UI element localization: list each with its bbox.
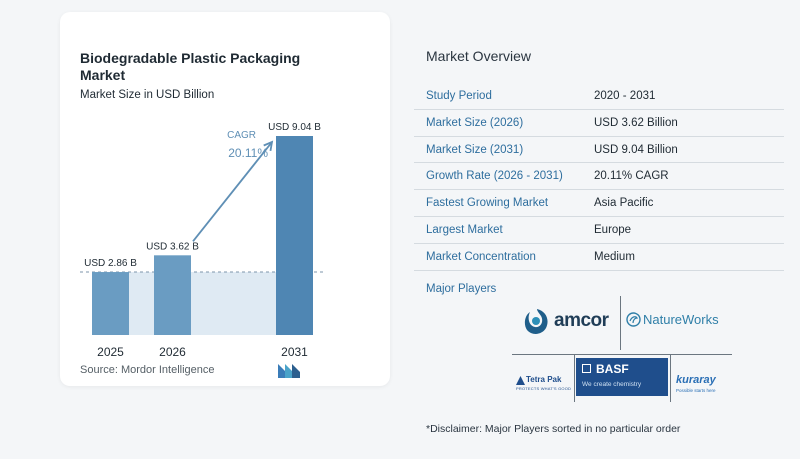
row-key: Market Size (2031) <box>426 143 524 156</box>
tetrapak-wordmark: Tetra Pak <box>526 375 562 384</box>
row-value: USD 3.62 Billion <box>594 116 678 129</box>
row-key: Largest Market <box>426 223 503 236</box>
logo-divider <box>620 296 621 350</box>
bar-2025 <box>92 272 129 335</box>
basf-logo-icon: BASF We create chemistry <box>576 358 668 396</box>
bar-2026 <box>154 255 191 335</box>
x-tick-label: 2025 <box>97 345 124 359</box>
bar-2031 <box>276 136 313 335</box>
major-players-title: Major Players <box>426 283 497 295</box>
data-label: USD 9.04 B <box>268 122 321 133</box>
row-value: Asia Pacific <box>594 197 654 210</box>
table-row: Market Concentration Medium <box>414 244 784 271</box>
row-value: Medium <box>594 250 635 263</box>
cagr-label: CAGR <box>227 130 256 141</box>
table-row: Study Period 2020 - 2031 <box>414 83 784 110</box>
row-key: Study Period <box>426 90 492 102</box>
basf-tagline: We create chemistry <box>582 381 642 388</box>
chart-subtitle: Market Size in USD Billion <box>80 89 215 101</box>
table-row: Largest Market Europe <box>414 217 784 244</box>
row-key: Market Size (2026) <box>426 116 524 129</box>
row-key: Market Concentration <box>426 250 536 263</box>
logo-divider <box>512 354 732 355</box>
market-overview-panel: Market Overview Study Period 2020 - 2031… <box>414 0 800 459</box>
source-text: Source: Mordor Intelligence <box>80 364 215 376</box>
chart-card: Biodegradable Plastic Packaging Market M… <box>60 12 390 386</box>
player-logos: amcor NatureWorks BASF We create chemist… <box>512 296 732 402</box>
row-value: USD 9.04 Billion <box>594 143 678 156</box>
mordor-intelligence-logo-icon <box>278 364 300 378</box>
amcor-logo-icon <box>524 309 548 334</box>
tetrapak-logo-icon <box>516 376 525 385</box>
table-row: Fastest Growing Market Asia Pacific <box>414 190 784 217</box>
natureworks-logo-icon <box>626 312 641 327</box>
overview-table: Study Period 2020 - 2031 Market Size (20… <box>414 83 784 271</box>
cagr-value: 20.11% <box>228 146 268 160</box>
row-value: 20.11% CAGR <box>594 170 669 183</box>
table-row: Market Size (2031) USD 9.04 Billion <box>414 137 784 164</box>
kuraray-wordmark: kuraray <box>676 374 716 386</box>
amcor-wordmark: amcor <box>554 310 609 331</box>
cagr-arrow-head <box>263 140 274 152</box>
kuraray-tagline: Possible starts here <box>676 388 716 393</box>
basf-wordmark: BASF <box>596 362 629 376</box>
tetrapak-tagline: PROTECTS WHAT'S GOOD <box>516 386 572 391</box>
data-label: USD 2.86 B <box>84 258 137 269</box>
row-key: Fastest Growing Market <box>426 197 549 210</box>
logo-divider <box>670 354 671 402</box>
logo-divider <box>574 354 575 402</box>
table-row: Market Size (2026) USD 3.62 Billion <box>414 110 784 137</box>
natureworks-wordmark: NatureWorks <box>643 312 719 327</box>
row-value: Europe <box>594 223 632 236</box>
row-key: Growth Rate (2026 - 2031) <box>426 170 563 183</box>
bar-chart: USD 2.86 B 2025 USD 3.62 B 2026 USD 9.04 B 20… <box>80 122 326 359</box>
disclaimer-text: *Disclaimer: Major Players sorted in no … <box>426 423 681 435</box>
cagr-arrow-line <box>192 141 273 242</box>
row-value: 2020 - 2031 <box>594 90 656 102</box>
x-tick-label: 2026 <box>159 345 186 359</box>
table-row: Growth Rate (2026 - 2031) 20.11% CAGR <box>414 163 784 191</box>
overview-title: Market Overview <box>426 48 532 64</box>
chart-title: Biodegradable Plastic Packaging Market <box>80 50 301 83</box>
x-tick-label: 2031 <box>281 345 308 359</box>
data-label: USD 3.62 B <box>146 241 199 252</box>
